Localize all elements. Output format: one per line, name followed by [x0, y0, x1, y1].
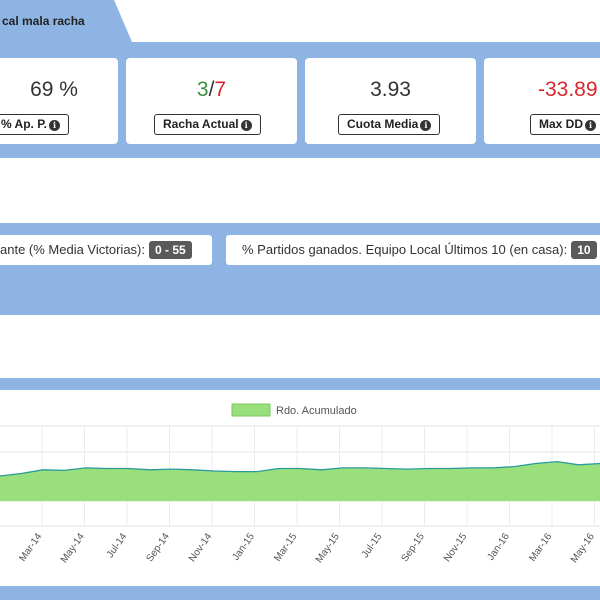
x-tick-label: May-15 — [314, 531, 342, 565]
stat-label-avg-odds[interactable]: Cuota Media i — [338, 114, 441, 135]
legend-swatch — [231, 403, 271, 417]
series-area — [0, 461, 600, 501]
info-icon[interactable]: i — [420, 120, 432, 131]
x-tick-label: Jan-16 — [485, 531, 512, 563]
stat-label-text: Cuota Media — [347, 117, 419, 131]
filter-label: ante (% Media Victorias): — [0, 242, 145, 257]
stat-label-streak[interactable]: Racha Actual i — [154, 114, 261, 135]
stat-label-text: Max DD — [539, 117, 584, 131]
streak-wins: 3 — [196, 78, 209, 101]
filter-label: % Partidos ganados. Equipo Local Últimos… — [242, 242, 568, 257]
filter-home-wins[interactable]: % Partidos ganados. Equipo Local Últimos… — [226, 235, 600, 265]
legend-label: Rdo. Acumulado — [276, 405, 357, 417]
x-tick-label: Sep-15 — [399, 531, 427, 564]
x-tick-label: Mar-16 — [527, 531, 554, 564]
chart-footer-band — [0, 589, 600, 600]
x-tick-label: Sep-14 — [144, 531, 172, 564]
stat-value-streak: 3/7 — [126, 78, 297, 102]
filter-badge: 10 — [571, 241, 597, 259]
stat-card-hit-rate: 69 % % Ap. P. i — [0, 58, 118, 144]
section-tab: cal mala racha — [0, 0, 132, 42]
stat-card-avg-odds: 3.93 Cuota Media i — [305, 58, 476, 144]
streak-separator: / — [208, 78, 215, 101]
filter-badge: 0 - 55 — [149, 241, 192, 259]
stat-value-avg-odds: 3.93 — [370, 78, 411, 101]
chart-panel: Rdo. Acumulado Mar-14 May-14 Jul-14 Sep-14 N… — [0, 390, 600, 586]
stats-panel: 69 % % Ap. P. i 3/7 Racha Actual i 3.93 Cu… — [0, 42, 600, 158]
series-line — [0, 460, 600, 477]
x-axis-labels: Mar-14 May-14 Jul-14 Sep-14 Nov-14 Jan-15 Mar-… — [17, 531, 597, 565]
filters-panel: ante (% Media Victorias): 0 - 55 % Partid… — [0, 223, 600, 315]
stat-label-hit-rate[interactable]: % Ap. P. i — [0, 114, 70, 135]
x-tick-label: Mar-14 — [17, 531, 44, 564]
stat-label-text: Racha Actual — [163, 117, 239, 131]
stat-value-max-dd: -33.89 — [538, 78, 598, 101]
x-tick-label: Mar-15 — [272, 531, 299, 564]
x-tick-label: Jul-14 — [105, 531, 130, 560]
cumulative-result-chart: Rdo. Acumulado Mar-14 May-14 Jul-14 Sep-14 N… — [0, 403, 600, 565]
stat-card-max-dd: -33.89 Max DD i — [484, 58, 600, 144]
info-icon[interactable]: i — [49, 120, 61, 131]
chart-panel-band: Rdo. Acumulado Mar-14 May-14 Jul-14 Sep-14 N… — [0, 378, 600, 600]
x-tick-label: Nov-14 — [187, 531, 215, 564]
stat-label-text: % Ap. P. — [1, 117, 48, 131]
x-tick-label: May-16 — [569, 531, 597, 565]
stat-label-max-dd[interactable]: Max DD i — [530, 114, 600, 135]
x-tick-label: Jan-15 — [230, 531, 257, 563]
x-tick-label: Nov-15 — [442, 531, 470, 564]
x-tick-label: Jul-15 — [360, 531, 385, 560]
section-title: cal mala racha — [2, 14, 85, 28]
filter-win-average[interactable]: ante (% Media Victorias): 0 - 55 — [0, 235, 212, 265]
info-icon[interactable]: i — [585, 120, 597, 131]
info-icon[interactable]: i — [240, 120, 252, 131]
streak-losses: 7 — [214, 78, 227, 101]
stat-card-streak: 3/7 Racha Actual i — [126, 58, 297, 144]
x-tick-label: May-14 — [59, 531, 87, 565]
stat-value-hit-rate: 69 % — [30, 78, 78, 101]
